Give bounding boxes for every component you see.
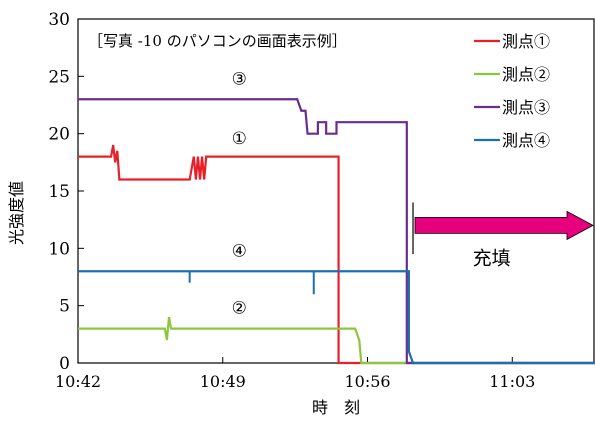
x-tick-label: 10:49 <box>200 372 246 391</box>
series-line-3 <box>78 98 595 365</box>
annotation-label: ③ <box>232 69 247 89</box>
legend-label-4: 測点④ <box>502 131 550 150</box>
y-axis-label: 光強度値 <box>7 181 26 245</box>
annotation-label: ④ <box>232 241 247 261</box>
chart-title: ［写真 -10 のパソコンの画面表示例］ <box>88 32 347 50</box>
y-tick-label: 15 <box>48 182 70 202</box>
series-line-2 <box>78 316 595 365</box>
y-tick-label: 5 <box>59 297 70 317</box>
series-line-1 <box>78 144 595 365</box>
series-line-4 <box>78 270 595 365</box>
x-tick-label: 10:42 <box>55 372 101 391</box>
series-layer <box>78 98 595 365</box>
legend-label-3: 測点③ <box>502 98 550 117</box>
x-tick-label: 10:56 <box>344 372 390 391</box>
annotation-label: ① <box>232 129 247 149</box>
fill-arrow-icon <box>414 210 594 241</box>
y-tick-label: 20 <box>48 125 70 145</box>
y-tick-label: 25 <box>48 67 70 87</box>
legend: 測点① 測点② 測点③ 測点④ <box>474 32 550 150</box>
legend-label-2: 測点② <box>502 65 550 84</box>
x-axis-label: 時 刻 <box>312 398 360 417</box>
annotation-label: ② <box>232 299 247 319</box>
annotation-layer: ③ ① ④ ② 充填 <box>232 69 594 319</box>
annotation-label: 充填 <box>473 247 511 269</box>
legend-label-1: 測点① <box>502 32 550 51</box>
y-tick-label: 30 <box>48 10 70 30</box>
y-tick-label: 10 <box>48 239 70 259</box>
x-tick-label: 11:03 <box>489 372 535 391</box>
y-tick-label: 0 <box>59 354 70 374</box>
